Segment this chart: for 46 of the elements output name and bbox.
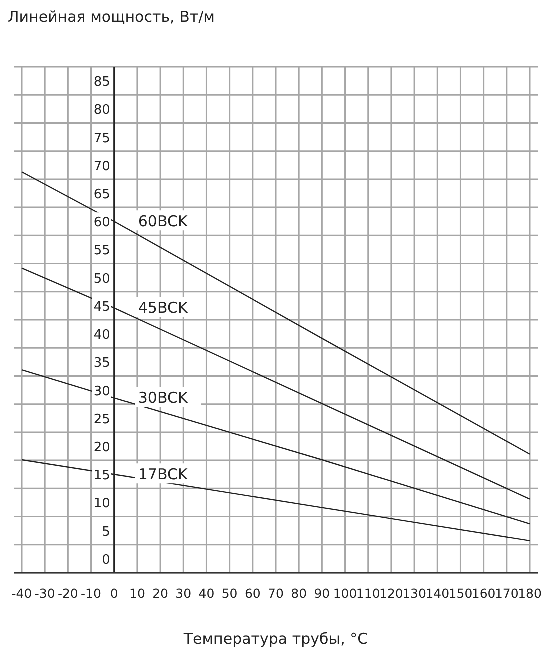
x-tick-label: 60 [244, 586, 261, 601]
series-label: 17BCK [138, 466, 189, 484]
y-tick-label: 30 [94, 384, 110, 400]
x-tick-label: 110 [356, 586, 380, 601]
x-tick-label: -40 [12, 586, 32, 601]
y-tick-label: 60 [94, 216, 110, 231]
x-tick-label: 40 [198, 586, 215, 601]
chart-title: Линейная мощность, Вт/м [8, 8, 215, 26]
series-label: 30BCK [138, 389, 189, 408]
y-tick-label: 50 [94, 272, 110, 287]
y-tick-label: 45 [94, 300, 110, 315]
series-label: 60BCK [138, 212, 189, 231]
x-tick-label: 90 [314, 586, 330, 601]
y-tick-label: 40 [94, 328, 110, 344]
y-tick-label: 65 [94, 188, 110, 202]
x-tick-label: -30 [34, 586, 56, 601]
x-tick-label: -10 [81, 586, 102, 601]
x-tick-label: 70 [268, 586, 284, 601]
y-tick-label: 10 [94, 496, 110, 512]
x-tick-label: 140 [426, 586, 450, 601]
y-tick-label: 35 [94, 356, 110, 372]
x-tick-label: 10 [130, 586, 146, 601]
x-tick-label: 120 [380, 586, 404, 601]
y-tick-label: 20 [94, 440, 110, 456]
x-tick-label: 100 [333, 586, 358, 601]
y-tick-label: 55 [94, 244, 110, 259]
x-tick-label: 130 [402, 586, 427, 601]
x-tick-label: 150 [448, 586, 473, 601]
y-tick-label: 70 [94, 159, 110, 174]
x-tick-label: 50 [222, 586, 238, 601]
x-tick-label: 170 [494, 586, 519, 601]
y-tick-label: 25 [94, 412, 110, 428]
x-tick-label: 180 [518, 586, 542, 601]
x-tick-label: 30 [176, 586, 192, 601]
y-tick-label: 15 [94, 468, 110, 484]
x-tick-label: 80 [291, 586, 308, 601]
y-tick-label: 5 [102, 524, 110, 540]
series-label: 45BCK [138, 299, 189, 318]
x-axis-title: Температура трубы, °C [182, 630, 368, 648]
x-tick-label: 20 [152, 586, 169, 601]
y-tick-label: 75 [94, 131, 110, 146]
x-tick-label: 160 [472, 586, 496, 601]
x-tick-label: -20 [58, 586, 78, 601]
y-tick-label: 0 [102, 552, 110, 568]
y-tick-label: 80 [94, 103, 110, 118]
y-tick-label: 85 [94, 75, 110, 90]
